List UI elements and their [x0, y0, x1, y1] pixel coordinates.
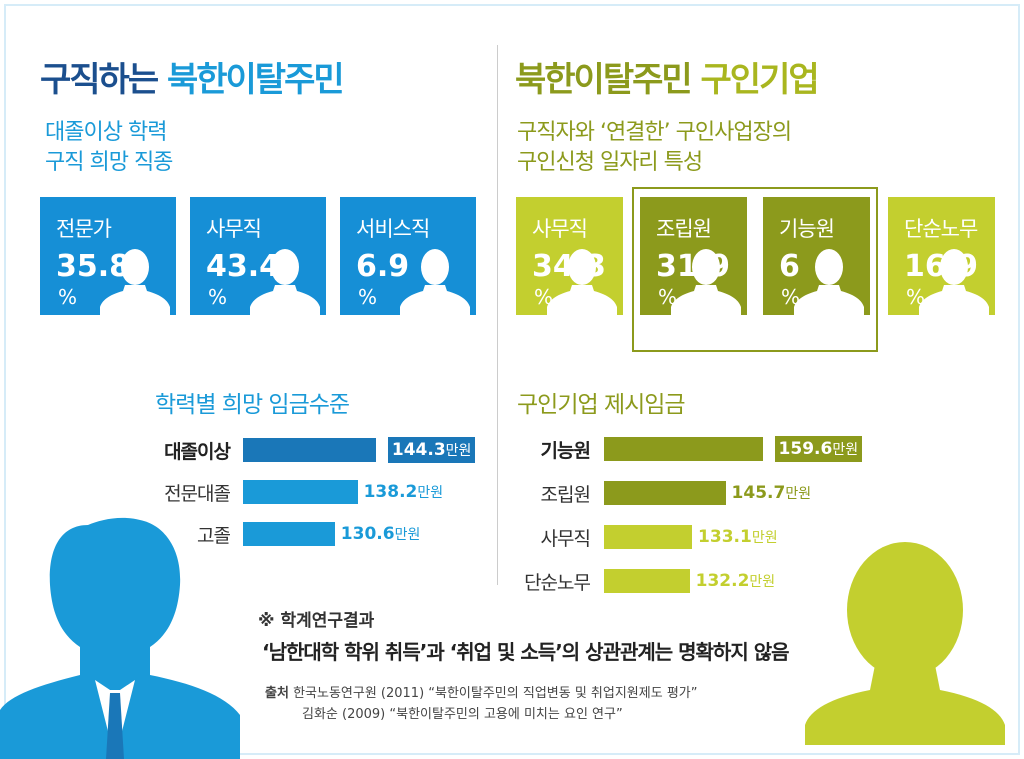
bar-label: 고졸 [197, 525, 231, 547]
note-main: ‘남한대학 학위 취득’과 ‘취업 및 소득’의 상관관계는 명확하지 않음 [262, 640, 789, 664]
bar-label: 단순노무 [524, 572, 591, 594]
bar-label: 대졸이상 [164, 441, 231, 463]
card-label: 서비스직 [356, 217, 430, 241]
value-unit: 만원 [749, 574, 776, 590]
subtitle-line: 구직자와 ‘연결한’ 구인사업장의 [517, 120, 792, 145]
job-card: 서비스직 6.9 % [340, 197, 476, 315]
job-card: 전문가 35.8 % [40, 197, 176, 315]
card-unit: % [58, 285, 78, 309]
card-unit: % [208, 285, 228, 309]
job-card: 조립원 31.9 % [640, 197, 747, 315]
value-number: 144.3 [391, 440, 446, 460]
source-2: 김화순 (2009) “북한이탈주민의 고용에 미치는 요인 연구” [302, 707, 623, 722]
bar-value: 145.7만원 [728, 480, 816, 506]
card-number: 6.9 [356, 249, 410, 284]
left-chart-title: 학력별 희망 임금수준 [155, 392, 350, 418]
title-part: 북한이탈주민 [515, 60, 693, 100]
job-card: 단순노무 16.9 % [888, 197, 995, 315]
title-part: 북한이탈주민 [166, 60, 345, 100]
bar-value: 144.3만원 [387, 437, 476, 463]
card-unit: % [658, 285, 678, 309]
bar-value: 159.6만원 [774, 436, 863, 462]
value-number: 133.1 [698, 527, 752, 547]
subtitle-line: 대졸이상 학력 [45, 120, 167, 145]
card-unit: % [358, 285, 378, 309]
bar-value: 138.2만원 [360, 479, 448, 505]
bar-label: 전문대졸 [164, 483, 231, 505]
frame [4, 4, 1020, 755]
person-icon [100, 249, 170, 315]
bar-label: 기능원 [540, 440, 591, 462]
right-chart-title: 구인기업 제시임금 [517, 392, 686, 418]
card-value: 35.8 [56, 249, 130, 284]
value-number: 132.2 [695, 571, 750, 591]
value-number: 159.6 [778, 439, 833, 459]
card-label: 사무직 [532, 217, 588, 241]
person-icon [794, 249, 864, 315]
person-icon [250, 249, 320, 315]
bar [604, 481, 726, 505]
card-label: 조립원 [656, 217, 712, 241]
value-unit: 만원 [394, 527, 421, 543]
person-silhouette-blue [0, 517, 240, 759]
job-card: 기능원 6 % [763, 197, 870, 315]
person-silhouette-green [805, 542, 1005, 745]
bar [243, 438, 376, 462]
source-1: 한국노동연구원 (2011) “북한이탈주민의 직업변동 및 취업지원제도 평가… [293, 686, 698, 701]
job-card: 사무직 43.4 % [190, 197, 326, 315]
card-number: 6 [779, 249, 800, 284]
card-unit: % [906, 285, 926, 309]
card-label: 사무직 [206, 217, 262, 241]
card-unit: % [781, 285, 801, 309]
value-unit: 만원 [751, 530, 778, 546]
source-label: 출처 [265, 686, 289, 701]
bar-label: 사무직 [540, 528, 591, 550]
card-label: 기능원 [779, 217, 835, 241]
card-value: 6.9 [356, 249, 409, 284]
job-card: 사무직 34.3 % [516, 197, 623, 315]
card-unit: % [534, 285, 554, 309]
highlight-box [632, 187, 878, 352]
left-title: 구직하는 북한이탈주민 [40, 52, 345, 101]
bar [604, 437, 763, 461]
person-icon [919, 249, 989, 315]
person-icon [547, 249, 617, 315]
subtitle-line: 구인신청 일자리 특성 [517, 150, 703, 175]
bar-value: 132.2만원 [692, 568, 780, 594]
person-icon [671, 249, 741, 315]
subtitle-line: 구직 희망 직종 [45, 150, 173, 175]
value-unit: 만원 [832, 442, 859, 458]
title-part: 구인기업 [700, 60, 820, 100]
card-number: 43.4 [206, 249, 281, 284]
value-unit: 만원 [417, 485, 444, 501]
bar [243, 480, 358, 504]
bar-value: 130.6만원 [337, 521, 425, 547]
card-label: 전문가 [56, 217, 112, 241]
divider [497, 45, 498, 585]
value-number: 130.6 [340, 524, 395, 544]
value-number: 145.7 [731, 483, 786, 503]
value-number: 138.2 [363, 482, 418, 502]
value-unit: 만원 [785, 486, 812, 502]
bar-value: 133.1만원 [694, 524, 782, 550]
title-part: 구직하는 [40, 60, 159, 100]
card-value: 43.4 [206, 249, 280, 284]
card-number: 35.8 [56, 249, 131, 284]
bar-label: 조립원 [540, 484, 591, 506]
note-mark: ※ 학계연구결과 [258, 611, 375, 631]
bar [604, 569, 690, 593]
card-label: 단순노무 [904, 217, 978, 241]
person-icon [400, 249, 470, 315]
bar [243, 522, 335, 546]
bar [604, 525, 693, 549]
card-value: 6 [779, 249, 800, 284]
right-title: 북한이탈주민 구인기업 [515, 52, 820, 101]
value-unit: 만원 [445, 443, 472, 459]
